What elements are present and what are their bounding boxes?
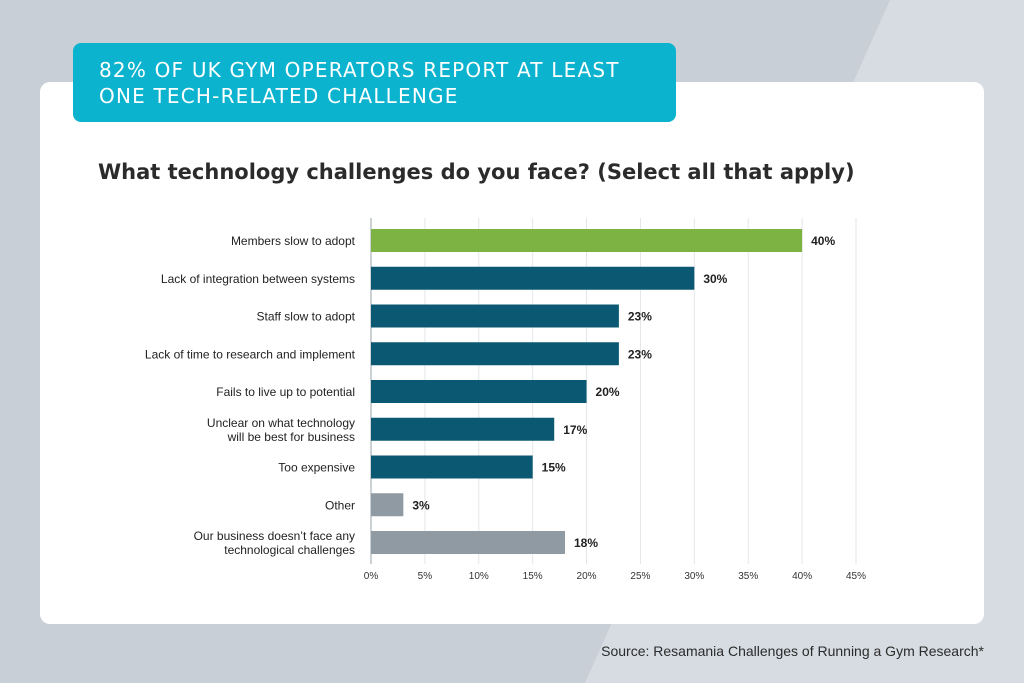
x-tick-label: 45% <box>846 571 866 582</box>
category-label: Too expensive <box>278 461 355 475</box>
value-label: 18% <box>574 536 598 550</box>
bar <box>371 304 619 328</box>
x-tick-label: 5% <box>418 571 433 582</box>
category-label: Lack of time to research and implement <box>145 347 356 361</box>
value-label: 15% <box>542 461 566 475</box>
x-tick-label: 35% <box>738 571 758 582</box>
bar <box>371 266 695 290</box>
value-label: 23% <box>628 310 652 324</box>
bar <box>371 493 404 517</box>
bar <box>371 455 533 479</box>
banner-line-2: one tech-related challenge <box>99 84 459 108</box>
x-tick-label: 30% <box>684 571 704 582</box>
banner-line-1: 82% of UK gym operators report at least <box>99 58 620 82</box>
category-label: Lack of integration between systems <box>161 272 355 286</box>
bar <box>371 531 565 554</box>
value-label: 3% <box>412 498 430 512</box>
x-tick-label: 20% <box>577 571 597 582</box>
x-tick-label: 0% <box>364 571 379 582</box>
category-label: Members slow to adopt <box>231 234 356 248</box>
value-label: 40% <box>811 234 835 248</box>
x-tick-label: 15% <box>523 571 543 582</box>
bar <box>371 229 803 252</box>
bar <box>371 380 587 403</box>
value-label: 23% <box>628 347 652 361</box>
x-tick-label: 40% <box>792 571 812 582</box>
category-label: Other <box>325 498 355 512</box>
bar <box>371 342 619 366</box>
value-label: 20% <box>596 385 620 399</box>
category-label: Our business doesn’t face any technologic… <box>194 529 355 557</box>
source-note: Source: Resamania Challenges of Running … <box>601 643 984 659</box>
value-label: 17% <box>563 423 587 437</box>
category-label: Unclear on what technology will be best f… <box>207 416 355 444</box>
headline-banner: 82% of UK gym operators report at least … <box>73 43 676 122</box>
chart-title: What technology challenges do you face? … <box>98 160 855 184</box>
value-label: 30% <box>703 272 727 286</box>
category-label: Fails to live up to potential <box>216 385 355 399</box>
x-tick-label: 25% <box>630 571 650 582</box>
category-label: Staff slow to adopt <box>256 310 355 324</box>
x-tick-label: 10% <box>469 571 489 582</box>
bar <box>371 417 555 441</box>
